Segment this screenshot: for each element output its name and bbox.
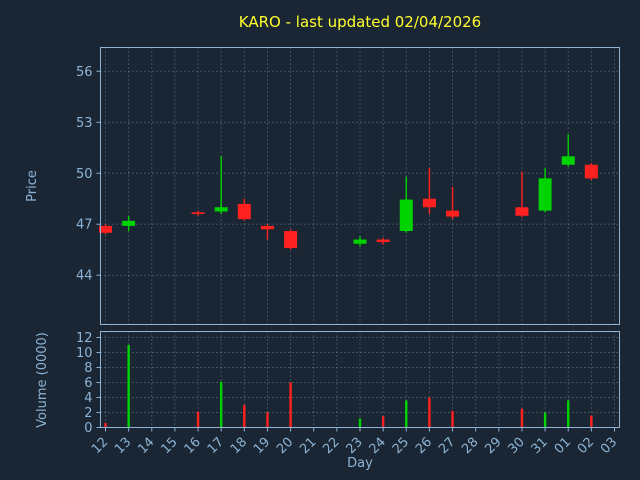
candles-layer [99, 134, 598, 250]
volume-bar [266, 412, 269, 428]
candle-body [353, 239, 367, 244]
volume-bars-layer [104, 345, 593, 428]
volume-bar [358, 418, 362, 428]
volume-bar [104, 423, 107, 428]
candle-body [561, 156, 575, 165]
candle-body [260, 225, 274, 230]
volume-bar [381, 416, 385, 428]
price-tick-label: 56 [76, 65, 93, 80]
volume-bar [567, 400, 570, 428]
volume-tick-label: 2 [84, 406, 92, 421]
price-tick-label: 47 [76, 218, 93, 233]
volume-tick-label: 6 [84, 376, 92, 391]
volume-tick-label: 0 [84, 421, 92, 436]
volume-bar [428, 397, 431, 428]
volume-bar [127, 345, 130, 428]
candle-body [214, 207, 228, 212]
price-axis-label: Price [25, 170, 40, 202]
price-tick-label: 44 [76, 269, 93, 284]
candle-body [122, 220, 136, 226]
chart-title: KARO - last updated 02/04/2026 [239, 13, 481, 31]
price-axes-frame [100, 47, 620, 325]
candle-body [399, 199, 413, 232]
candle-body [376, 239, 390, 243]
volume-bar [243, 405, 246, 428]
volume-tick-label: 12 [76, 331, 93, 346]
volume-tick-label: 8 [84, 361, 92, 376]
volume-tick-label: 4 [84, 391, 92, 406]
volume-tick-label: 10 [76, 346, 93, 361]
volume-bar [451, 411, 454, 428]
volume-axis-label: Volume (0000) [35, 332, 50, 428]
volume-bar [520, 408, 524, 428]
price-tick-label: 50 [76, 167, 93, 182]
candle-body [99, 225, 112, 233]
candle-body [422, 198, 436, 208]
volume-bar [405, 400, 408, 428]
candle-body [284, 231, 298, 249]
volume-bar [543, 412, 547, 428]
volume-bar [289, 382, 292, 428]
candle-body [191, 212, 205, 215]
volume-bar [590, 415, 593, 428]
candle-body [538, 178, 552, 211]
candle-body [237, 203, 251, 220]
volume-bar [196, 411, 200, 428]
candle-body [515, 207, 529, 216]
candle-body [446, 210, 460, 217]
price-tick-label: 53 [76, 116, 93, 131]
volume-bar [219, 381, 223, 428]
candle-body [584, 164, 598, 179]
x-axis-label: Day [347, 456, 373, 471]
